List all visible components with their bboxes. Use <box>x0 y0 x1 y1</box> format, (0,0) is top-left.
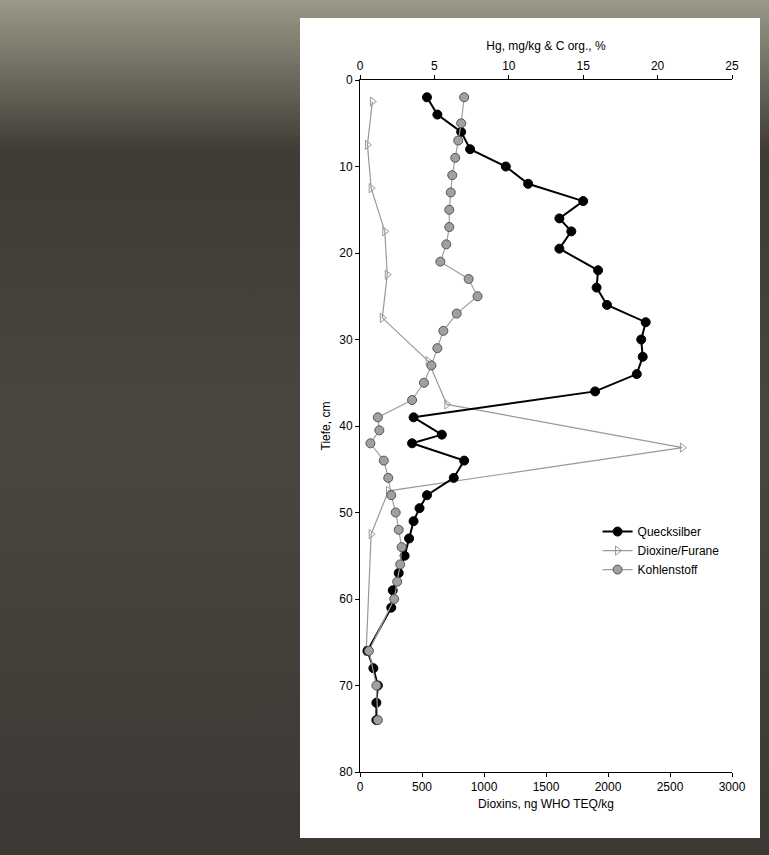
svg-text:70: 70 <box>339 679 353 693</box>
svg-text:20: 20 <box>651 59 665 73</box>
svg-text:Tiefe, cm: Tiefe, cm <box>319 402 333 451</box>
svg-text:Quecksilber: Quecksilber <box>638 525 701 539</box>
svg-text:Hg, mg/kg & C org., %: Hg, mg/kg & C org., % <box>486 39 606 53</box>
svg-text:Dioxins, ng WHO TEQ/kg: Dioxins, ng WHO TEQ/kg <box>478 797 614 811</box>
svg-text:0: 0 <box>346 73 353 87</box>
svg-text:1000: 1000 <box>471 780 498 794</box>
svg-text:0: 0 <box>357 59 364 73</box>
svg-text:500: 500 <box>412 780 432 794</box>
svg-text:25: 25 <box>725 59 739 73</box>
svg-text:50: 50 <box>339 506 353 520</box>
svg-text:30: 30 <box>339 333 353 347</box>
svg-text:60: 60 <box>339 592 353 606</box>
svg-text:1500: 1500 <box>533 780 560 794</box>
svg-text:10: 10 <box>339 160 353 174</box>
svg-text:10: 10 <box>502 59 516 73</box>
svg-text:80: 80 <box>339 765 353 779</box>
svg-text:20: 20 <box>339 246 353 260</box>
svg-text:5: 5 <box>431 59 438 73</box>
svg-text:Kohlenstoff: Kohlenstoff <box>638 563 698 577</box>
svg-text:0: 0 <box>357 780 364 794</box>
svg-text:Dioxine/Furane: Dioxine/Furane <box>638 544 720 558</box>
svg-text:40: 40 <box>339 419 353 433</box>
svg-text:2000: 2000 <box>595 780 622 794</box>
svg-text:15: 15 <box>577 59 591 73</box>
svg-text:3000: 3000 <box>719 780 746 794</box>
svg-text:2500: 2500 <box>657 780 684 794</box>
